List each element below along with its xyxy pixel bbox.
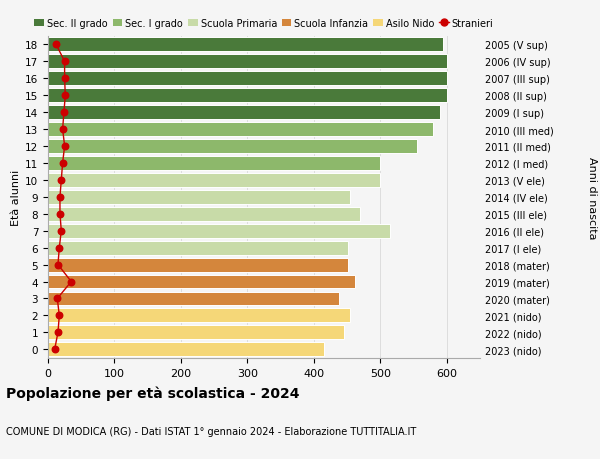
Bar (48, 309, 350, 323)
Point (60, 143, 70, 150)
Bar (48, 342, 324, 357)
Bar (48, 275, 355, 289)
Bar (48, 89, 447, 103)
Bar (48, 292, 339, 306)
Legend: Sec. II grado, Sec. I grado, Scuola Primaria, Scuola Infanzia, Asilo Nido, Stran: Sec. II grado, Sec. I grado, Scuola Prim… (34, 19, 494, 28)
Bar (48, 140, 417, 154)
Point (53, 261, 63, 269)
Point (55, 211, 65, 218)
Point (61, 92, 70, 100)
Point (59, 109, 69, 117)
Point (60, 58, 70, 66)
Point (50, 346, 59, 353)
Text: Popolazione per età scolastica - 2024: Popolazione per età scolastica - 2024 (6, 386, 299, 400)
Point (58, 126, 67, 134)
Bar (48, 326, 344, 340)
Point (55, 312, 64, 319)
Bar (48, 190, 350, 204)
Bar (48, 106, 440, 120)
Bar (48, 72, 447, 86)
Bar (48, 174, 380, 187)
Bar (48, 123, 433, 137)
Point (60, 75, 70, 83)
Point (51, 41, 61, 49)
Point (53, 329, 63, 336)
Bar (48, 55, 447, 69)
Point (67, 278, 76, 285)
Point (56, 177, 66, 184)
Bar (48, 241, 349, 255)
Bar (48, 224, 390, 238)
Text: COMUNE DI MODICA (RG) - Dati ISTAT 1° gennaio 2024 - Elaborazione TUTTITALIA.IT: COMUNE DI MODICA (RG) - Dati ISTAT 1° ge… (6, 426, 416, 436)
Text: Anni di nascita: Anni di nascita (587, 156, 597, 239)
Bar (48, 258, 349, 272)
Point (56, 228, 66, 235)
Point (55, 245, 64, 252)
Y-axis label: Età alunni: Età alunni (11, 169, 21, 225)
Bar (48, 38, 443, 52)
Point (58, 160, 67, 167)
Bar (48, 157, 380, 170)
Point (55, 194, 65, 201)
Bar (48, 207, 361, 221)
Point (53, 295, 62, 302)
